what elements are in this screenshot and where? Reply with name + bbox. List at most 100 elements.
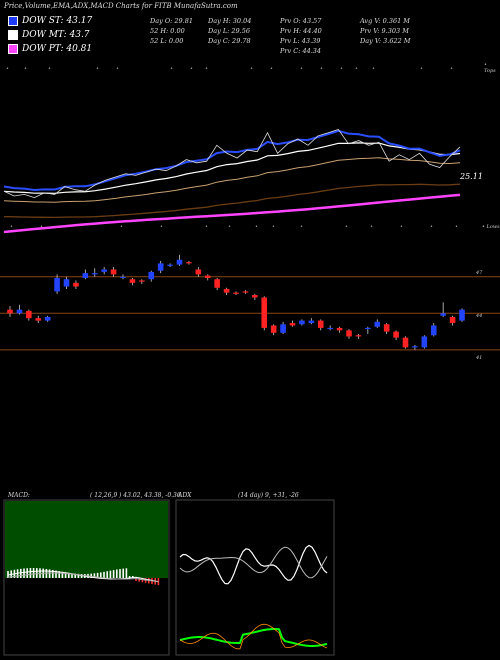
adx-label: ADX [178,492,192,499]
candle-up [82,273,89,278]
tops-marker: • Tops [484,62,496,74]
ema-tan [3,157,461,203]
candle-up [101,269,107,272]
candle-up [308,320,315,324]
candle-up [440,313,446,316]
stat-prev-close: Prv C: 44.34 [280,47,322,55]
candle-down [336,327,343,331]
adx-line [179,628,328,648]
legend-dow-pt: DOW PT: 40.81 [8,44,92,54]
low-date-tick: • [120,224,123,230]
candle-down [35,318,42,321]
candle-down [139,280,145,282]
candle-up [120,276,126,278]
candle-up [280,324,286,333]
candle-down [289,323,296,326]
candle-up [157,263,164,271]
candle-up [299,320,305,325]
ema-short-blue [3,129,461,192]
candle-up [327,327,333,330]
legend-label-pt: DOW PT: 40.81 [22,44,93,54]
legend-dow-mt: DOW MT: 43.7 [8,30,90,40]
legend-label-st: DOW ST: 43.17 [22,16,93,26]
candle-down [214,279,220,288]
top-date-tick: • [24,66,27,72]
candle-up [148,271,155,280]
chart-title: Price,Volume,EMA,ADX,MACD Charts for FIT… [4,2,238,10]
candle-down [7,309,13,314]
candle-up [430,325,437,336]
top-date-tick: • [205,66,208,72]
top-date-tick: • [48,66,51,72]
ema-long-brown [3,183,461,219]
top-date-tick: • [355,66,358,72]
candle-up [374,321,381,327]
macd-bull-zone [5,501,168,578]
legend-swatch-st [8,16,18,26]
legend-label-mt: DOW MT: 43.7 [22,30,90,40]
top-date-tick: • [190,66,193,72]
candle-down [223,288,230,293]
candle-down [233,292,239,294]
candle-up [16,309,23,314]
low-date-tick: • [455,224,458,230]
stat-prev-volume: Prv V: 9.303 M [360,27,409,35]
candle-down [204,275,211,278]
candle-down [129,279,136,283]
candle-down [383,324,390,332]
candle-up [459,309,465,321]
top-date-tick: • [270,66,273,72]
level-label-44: 44 [476,313,483,319]
macd-params: ( 12,26,9 ) 43.02, 43.38, -0.36 [90,492,181,499]
top-date-tick: • [420,66,423,72]
top-date-tick: • [250,66,253,72]
current-price-label: 25.11 [460,172,483,181]
top-date-tick: • [170,66,173,72]
level-label-41: 41 [476,355,483,361]
macd-bear-zone [5,578,168,654]
top-date-tick: • [116,66,119,72]
candle-down [402,337,409,348]
ema-pt-magenta [3,193,461,234]
candle-up [412,346,418,348]
candle-down [110,269,117,275]
candle-down [270,325,277,333]
stat-day-low: Day L: 29.56 [208,27,251,35]
stat-day-open: Day O: 29.81 [150,17,194,25]
stats-col-4: Avg V: 0.361 M Prv V: 9.303 M Day V: 3.6… [360,16,410,46]
stat-day-close: Day C: 29.78 [208,37,251,45]
ema-mid-white [3,142,461,194]
candle-up [365,327,371,330]
candle-down [252,295,258,298]
low-date-tick: • [345,224,348,230]
candle-down [317,320,324,328]
candle-down [261,297,268,328]
stats-col-3: Prv O: 43.57 Prv H: 44.40 Prv L: 43.39 P… [280,16,322,56]
adx-minus-di [179,546,328,579]
adx-secondary-line [179,623,328,650]
lows-marker: • Lows [482,224,500,230]
adx-plus-di [179,544,328,585]
top-date-tick: • [320,66,323,72]
low-date-tick: • [160,224,163,230]
low-date-tick: • [255,224,258,230]
low-date-tick: • [300,224,303,230]
candle-down [346,330,352,337]
candle-down [355,335,362,337]
adx-params: (14 day) 9, +31, -26 [238,492,299,499]
stat-prev-open: Prv O: 43.57 [280,17,322,25]
candle-up [54,278,60,292]
candle-down [393,331,399,338]
stat-day-volume: Day V: 3.622 M [360,37,411,45]
stats-col-2: Day H: 30.04 Day L: 29.56 Day C: 29.78 [208,16,251,46]
low-date-tick: • [400,224,403,230]
candle-up [63,279,70,287]
low-date-tick: • [272,224,275,230]
stats-col-1: Day O: 29.81 52 H: 0.00 52 L: 0.00 [150,16,193,46]
low-date-tick: • [430,224,433,230]
candle-up [167,264,173,266]
top-date-tick: • [96,66,99,72]
candle-up [421,336,428,348]
low-date-tick: • [205,224,208,230]
